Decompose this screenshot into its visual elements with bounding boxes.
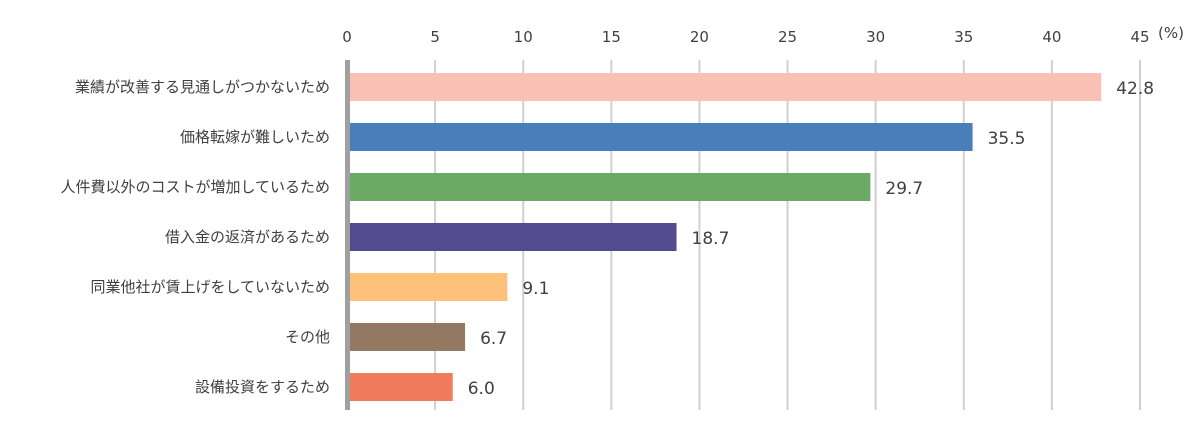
data-label: 9.1 <box>522 279 549 299</box>
gridlines <box>434 60 1141 410</box>
data-label: 6.7 <box>480 329 507 349</box>
x-axis-ticks: 0 5 10 15 20 25 30 35 40 45 <box>342 28 1149 46</box>
x-tick-label: 45 <box>1130 28 1149 46</box>
x-tick-label: 5 <box>430 28 440 46</box>
data-label: 29.7 <box>885 179 923 199</box>
bar <box>350 323 466 351</box>
x-tick-label: 15 <box>602 28 621 46</box>
x-tick-label: 25 <box>778 28 797 46</box>
data-label: 6.0 <box>468 379 495 399</box>
bar <box>350 123 973 151</box>
bar <box>350 223 677 251</box>
x-tick-label: 40 <box>1042 28 1061 46</box>
unit-label: (%) <box>1158 24 1184 42</box>
bar <box>350 173 871 201</box>
bars <box>350 73 1102 401</box>
bar <box>350 73 1102 101</box>
bar <box>350 373 453 401</box>
x-tick-label: 20 <box>690 28 709 46</box>
category-label: 人件費以外のコストが増加しているため <box>60 178 330 196</box>
x-tick-label: 10 <box>514 28 533 46</box>
x-tick-label: 35 <box>954 28 973 46</box>
value-labels: 42.8 35.5 29.7 18.7 9.1 6.7 6.0 <box>468 79 1154 399</box>
bar <box>350 273 508 301</box>
data-label: 35.5 <box>988 129 1026 149</box>
category-label: 価格転嫁が難しいため <box>180 128 330 146</box>
category-label: 設備投資をするため <box>195 378 330 396</box>
x-tick-label: 30 <box>866 28 885 46</box>
data-label: 18.7 <box>692 229 730 249</box>
category-label: 借入金の返済があるため <box>165 228 330 246</box>
x-tick-label: 0 <box>342 28 352 46</box>
category-label: 業績が改善する見通しがつかないため <box>75 78 330 96</box>
category-label: 同業他社が賃上げをしていないため <box>90 278 330 296</box>
category-label: その他 <box>285 328 330 346</box>
data-label: 42.8 <box>1116 79 1154 99</box>
category-labels: 業績が改善する見通しがつかないため価格転嫁が難しいため人件費以外のコストが増加し… <box>60 78 330 396</box>
y-axis-line <box>345 60 350 410</box>
